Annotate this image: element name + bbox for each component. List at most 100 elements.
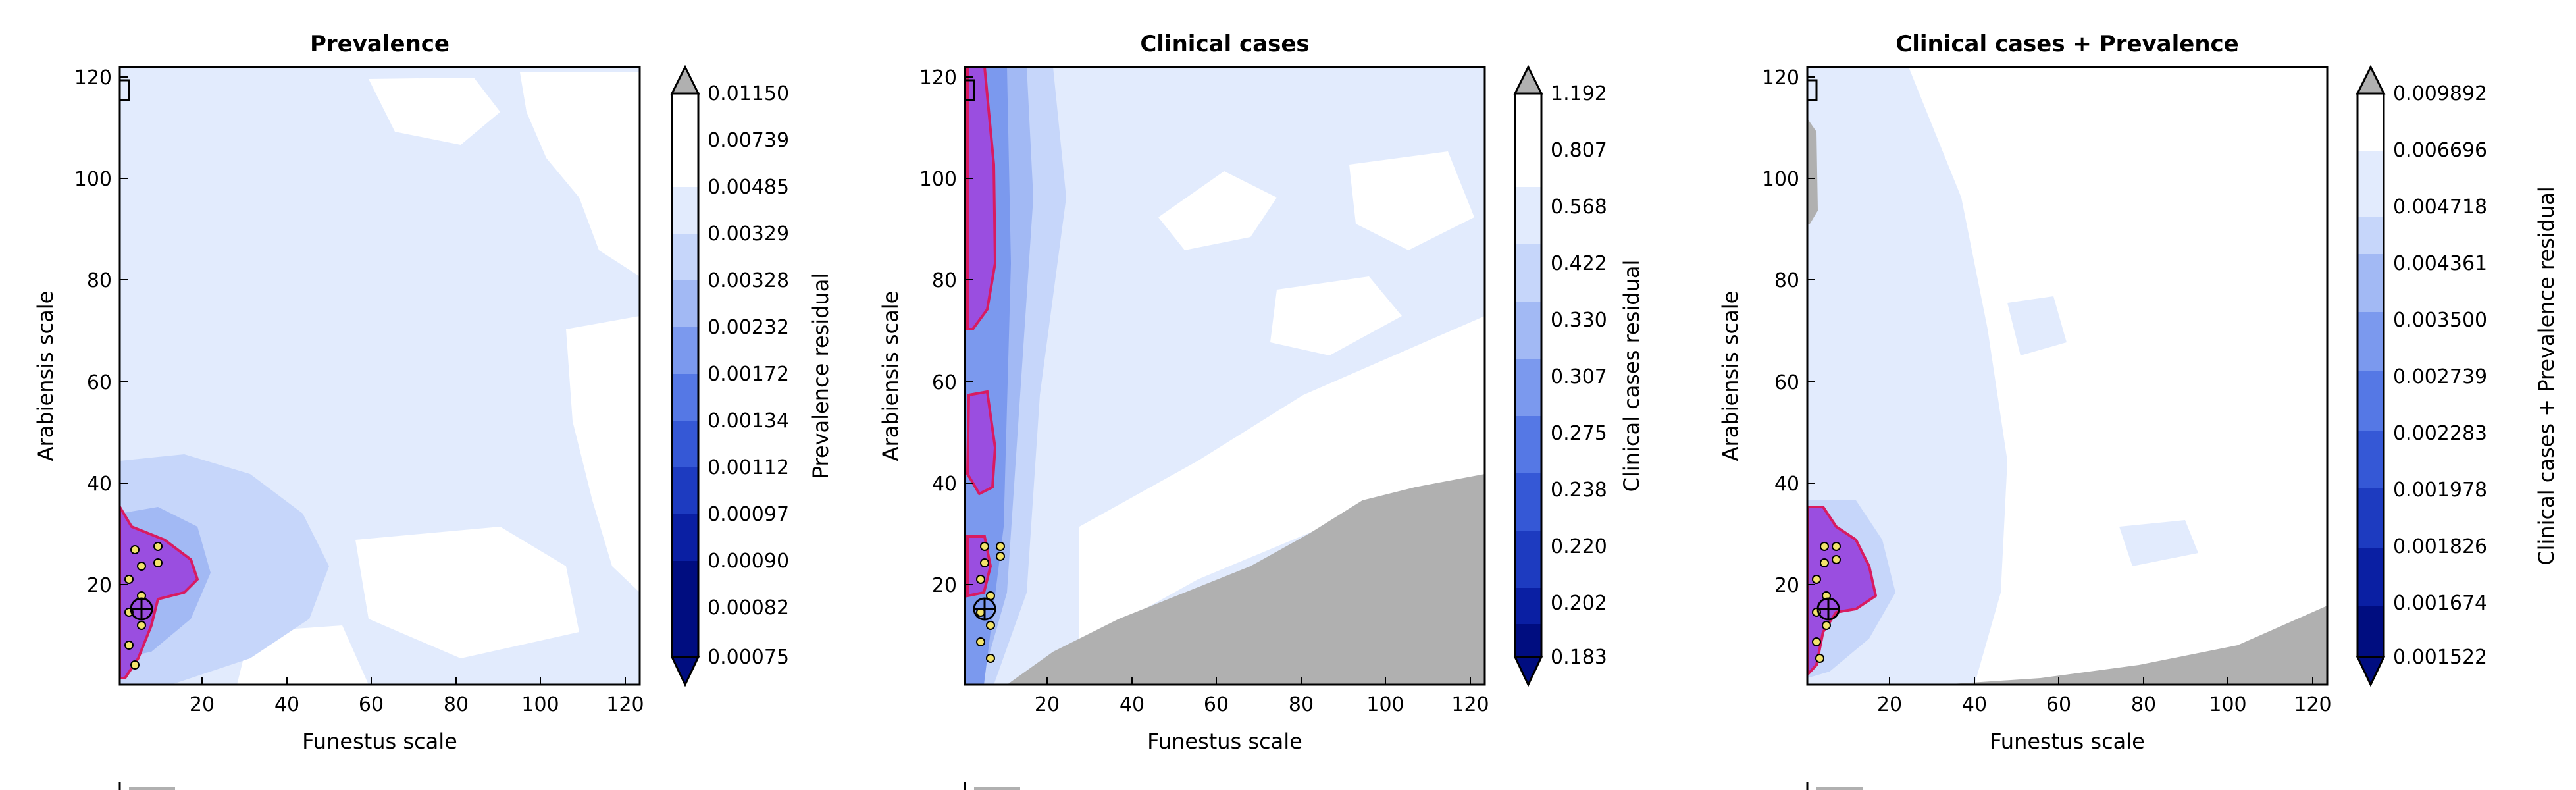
y-tick-label: 20 [932,574,957,597]
y-tick-label: 120 [1762,66,1799,90]
panel-clinical-cases: Clinical cases [878,31,1644,790]
colorbar-level: 0.00328 [708,269,789,292]
white-patch [355,527,579,658]
y-tick-label: 120 [919,66,957,90]
colorbar-level: 0.00329 [708,223,789,246]
x-tick-label: 40 [1962,693,1987,716]
colorbar-level: 0.202 [1551,592,1607,615]
white-patch [1270,276,1402,356]
x-tick-label: 60 [2046,693,2071,716]
white-patch [1349,151,1474,250]
x-tick-label: 20 [190,693,215,716]
colorbar-level: 0.002283 [2393,422,2487,445]
y-ticks: 20 40 60 80 100 120 [919,66,973,597]
white-patch [1158,171,1277,250]
x-ticks: 20 40 60 80 100 120 [190,677,644,716]
colorbar-level: 0.004361 [2393,252,2487,275]
colorbar-level: 0.275 [1551,422,1607,445]
gray-region [1807,118,1818,224]
colorbar-level: 0.01150 [708,82,789,105]
plot-area [965,67,1485,685]
y-tick-label: 60 [932,371,957,394]
colorbar-level: 0.330 [1551,309,1607,332]
colorbar-level: 0.004718 [2393,196,2487,219]
colorbar-bottom-extend [670,656,700,687]
y-tick-label: 100 [1762,168,1799,191]
colorbar-level: 0.001826 [2393,535,2487,558]
colorbar-level: 0.001674 [2393,592,2487,615]
colorbar-level: 0.00090 [708,550,789,573]
x-ticks: 20 40 60 80 100 120 [1035,677,1489,716]
white-patch [566,316,640,592]
y-tick-label: 120 [74,66,112,90]
panel-prevalence: Prevalence [33,31,833,790]
white-patch [1079,316,1485,645]
y-axis-label: Arabiensis scale [1718,291,1743,461]
sample-points [124,542,163,670]
colorbar-level: 0.568 [1551,196,1607,219]
colorbar-label: Prevalence residual [808,273,833,479]
y-tick-label: 20 [87,574,112,597]
y-tick-label: 40 [932,473,957,496]
colorbar-level: 0.003500 [2393,309,2487,332]
contour-light-patch [2007,296,2067,356]
colorbar-level: 0.00739 [708,129,789,152]
legend-stub [964,782,1020,790]
plot-frame [118,66,641,686]
colorbar: 0.009892 0.006696 0.004718 0.004361 0.00… [2356,65,2559,687]
best-fit-marker [130,597,153,621]
colorbar-level: 0.001978 [2393,479,2487,502]
sample-points [1812,542,1841,663]
x-tick-label: 100 [1366,693,1404,716]
y-tick-label: 60 [87,371,112,394]
gray-region [1007,474,1485,685]
colorbar-level: 0.009892 [2393,82,2487,105]
plot-area [120,67,640,685]
colorbar-level: 1.192 [1551,82,1607,105]
y-tick-label: 40 [87,473,112,496]
colorbar: 0.01150 0.00739 0.00485 0.00329 0.00328 … [670,65,833,687]
x-axis-label: Funestus scale [302,729,457,754]
legend-stub [1806,782,1863,790]
y-ticks: 20 40 60 80 100 120 [1762,66,1815,597]
best-fit-marker [973,597,996,621]
x-ticks: 20 40 60 80 100 120 [1877,677,2332,716]
legend-stub [118,782,175,790]
contour-light-patch [2119,520,2198,566]
colorbar-level: 0.00082 [708,596,789,619]
panel-title: Clinical cases [1140,31,1309,57]
panel-clinical-cases-prevalence: Clinical cases + Prevalence [1718,31,2559,790]
white-patch [520,72,640,276]
colorbar-level: 0.00075 [708,646,789,669]
y-tick-label: 100 [74,168,112,191]
colorbar-level: 0.00112 [708,456,789,479]
x-tick-label: 120 [2294,693,2331,716]
colorbar-level: 0.238 [1551,479,1607,502]
colorbar-level: 0.002739 [2393,365,2487,388]
y-tick-label: 80 [932,269,957,292]
y-tick-label: 100 [919,168,957,191]
y-axis-label: Arabiensis scale [33,291,58,461]
y-tick-label: 80 [87,269,112,292]
panel-title: Prevalence [310,31,450,57]
x-tick-label: 20 [1877,693,1902,716]
y-tick-label: 80 [1774,269,1799,292]
plot-frame [1806,66,2329,686]
y-tick-label: 20 [1774,574,1799,597]
panel-title: Clinical cases + Prevalence [1895,31,2239,57]
colorbar-level: 0.807 [1551,139,1607,162]
x-tick-label: 80 [444,693,469,716]
colorbar-level: 0.00485 [708,176,789,199]
gray-region [1942,606,2327,685]
white-patch [369,78,500,145]
colorbar-level: 0.001522 [2393,646,2487,669]
x-tick-label: 60 [359,693,384,716]
contour-min [966,67,997,330]
x-tick-label: 60 [1204,693,1229,716]
best-fit-marker [1816,597,1840,621]
y-axis-label: Arabiensis scale [878,291,903,461]
colorbar: 1.192 0.807 0.568 0.422 0.330 0.307 0.27… [1513,65,1644,687]
selection-box [1807,79,1818,101]
x-tick-label: 100 [521,693,559,716]
x-tick-label: 20 [1035,693,1060,716]
